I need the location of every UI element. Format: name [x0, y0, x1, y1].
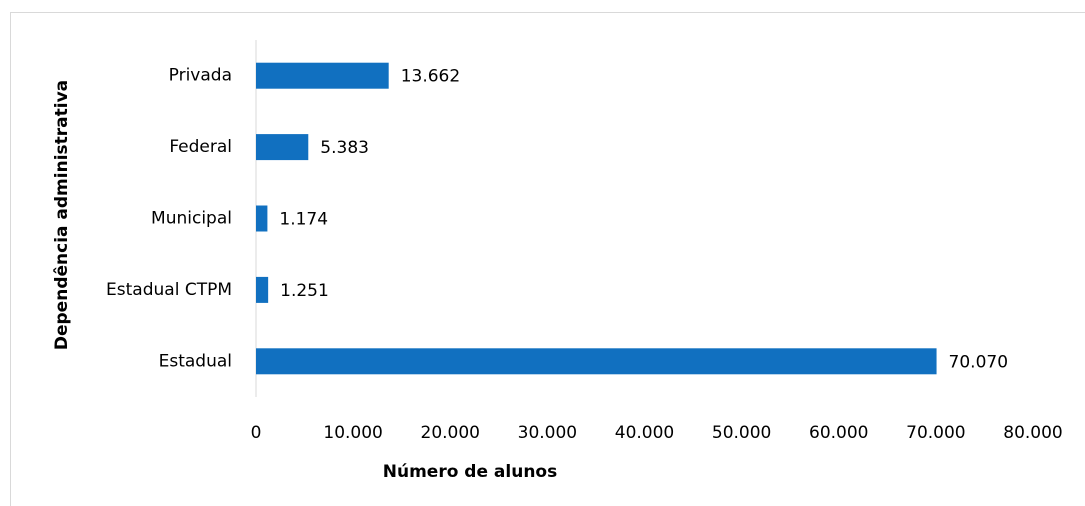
data-label: 13.662 [401, 67, 460, 87]
x-tick-label: 60.000 [809, 423, 868, 443]
x-tick-label: 50.000 [712, 423, 771, 443]
y-tick-label: Estadual CTPM [106, 280, 232, 300]
x-tick-label: 0 [251, 423, 262, 443]
x-tick-label: 80.000 [1003, 423, 1062, 443]
x-axis-label: Número de alunos [383, 462, 557, 482]
y-tick-label: Federal [169, 137, 232, 157]
x-tick-label: 10.000 [323, 423, 382, 443]
x-tick-label: 20.000 [421, 423, 480, 443]
bar [256, 134, 309, 161]
bar [256, 205, 268, 232]
bar [256, 348, 937, 375]
x-tick-label: 30.000 [518, 423, 577, 443]
chart-frame [10, 12, 1085, 506]
x-tick-label: 70.000 [906, 423, 965, 443]
y-tick-label: Estadual [159, 351, 232, 371]
y-tick-label: Privada [169, 66, 232, 86]
y-tick-label: Municipal [151, 209, 232, 229]
data-label: 1.251 [280, 281, 329, 301]
bar [256, 62, 389, 89]
data-label: 1.174 [279, 210, 328, 230]
bar [256, 276, 269, 303]
data-label: 5.383 [320, 138, 369, 158]
x-tick-label: 40.000 [615, 423, 674, 443]
data-label: 70.070 [949, 352, 1008, 372]
y-axis-label: Dependência administrativa [52, 80, 72, 350]
